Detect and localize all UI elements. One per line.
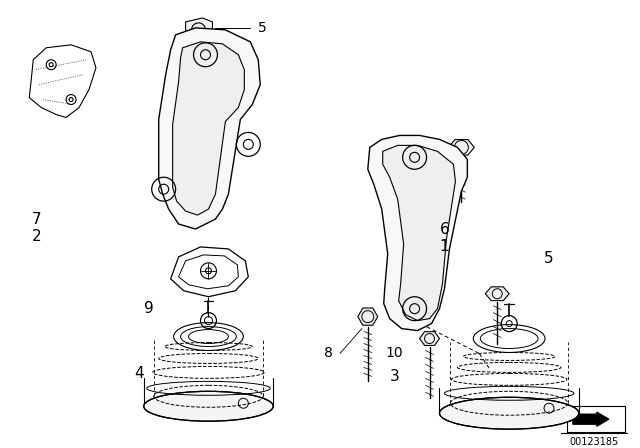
- Text: 3: 3: [390, 369, 399, 384]
- Text: 7: 7: [31, 211, 41, 227]
- FancyArrow shape: [573, 412, 609, 426]
- Text: 6: 6: [440, 221, 449, 237]
- Polygon shape: [485, 287, 509, 301]
- Polygon shape: [159, 28, 260, 229]
- Text: 1: 1: [440, 239, 449, 254]
- Text: 8: 8: [324, 346, 332, 361]
- Text: 5: 5: [258, 21, 267, 35]
- Text: 9: 9: [144, 301, 154, 316]
- Text: 10: 10: [386, 346, 403, 361]
- Bar: [567, 406, 625, 432]
- Polygon shape: [368, 135, 467, 331]
- Polygon shape: [358, 308, 378, 325]
- Text: 4: 4: [134, 366, 143, 381]
- Text: 00123185: 00123185: [569, 437, 618, 447]
- Polygon shape: [420, 332, 440, 345]
- Ellipse shape: [144, 391, 273, 421]
- Polygon shape: [186, 18, 212, 44]
- Polygon shape: [449, 140, 474, 155]
- Ellipse shape: [440, 397, 579, 429]
- Text: 5: 5: [544, 251, 554, 267]
- Polygon shape: [173, 42, 244, 215]
- Polygon shape: [383, 145, 456, 321]
- Text: 2: 2: [31, 229, 41, 245]
